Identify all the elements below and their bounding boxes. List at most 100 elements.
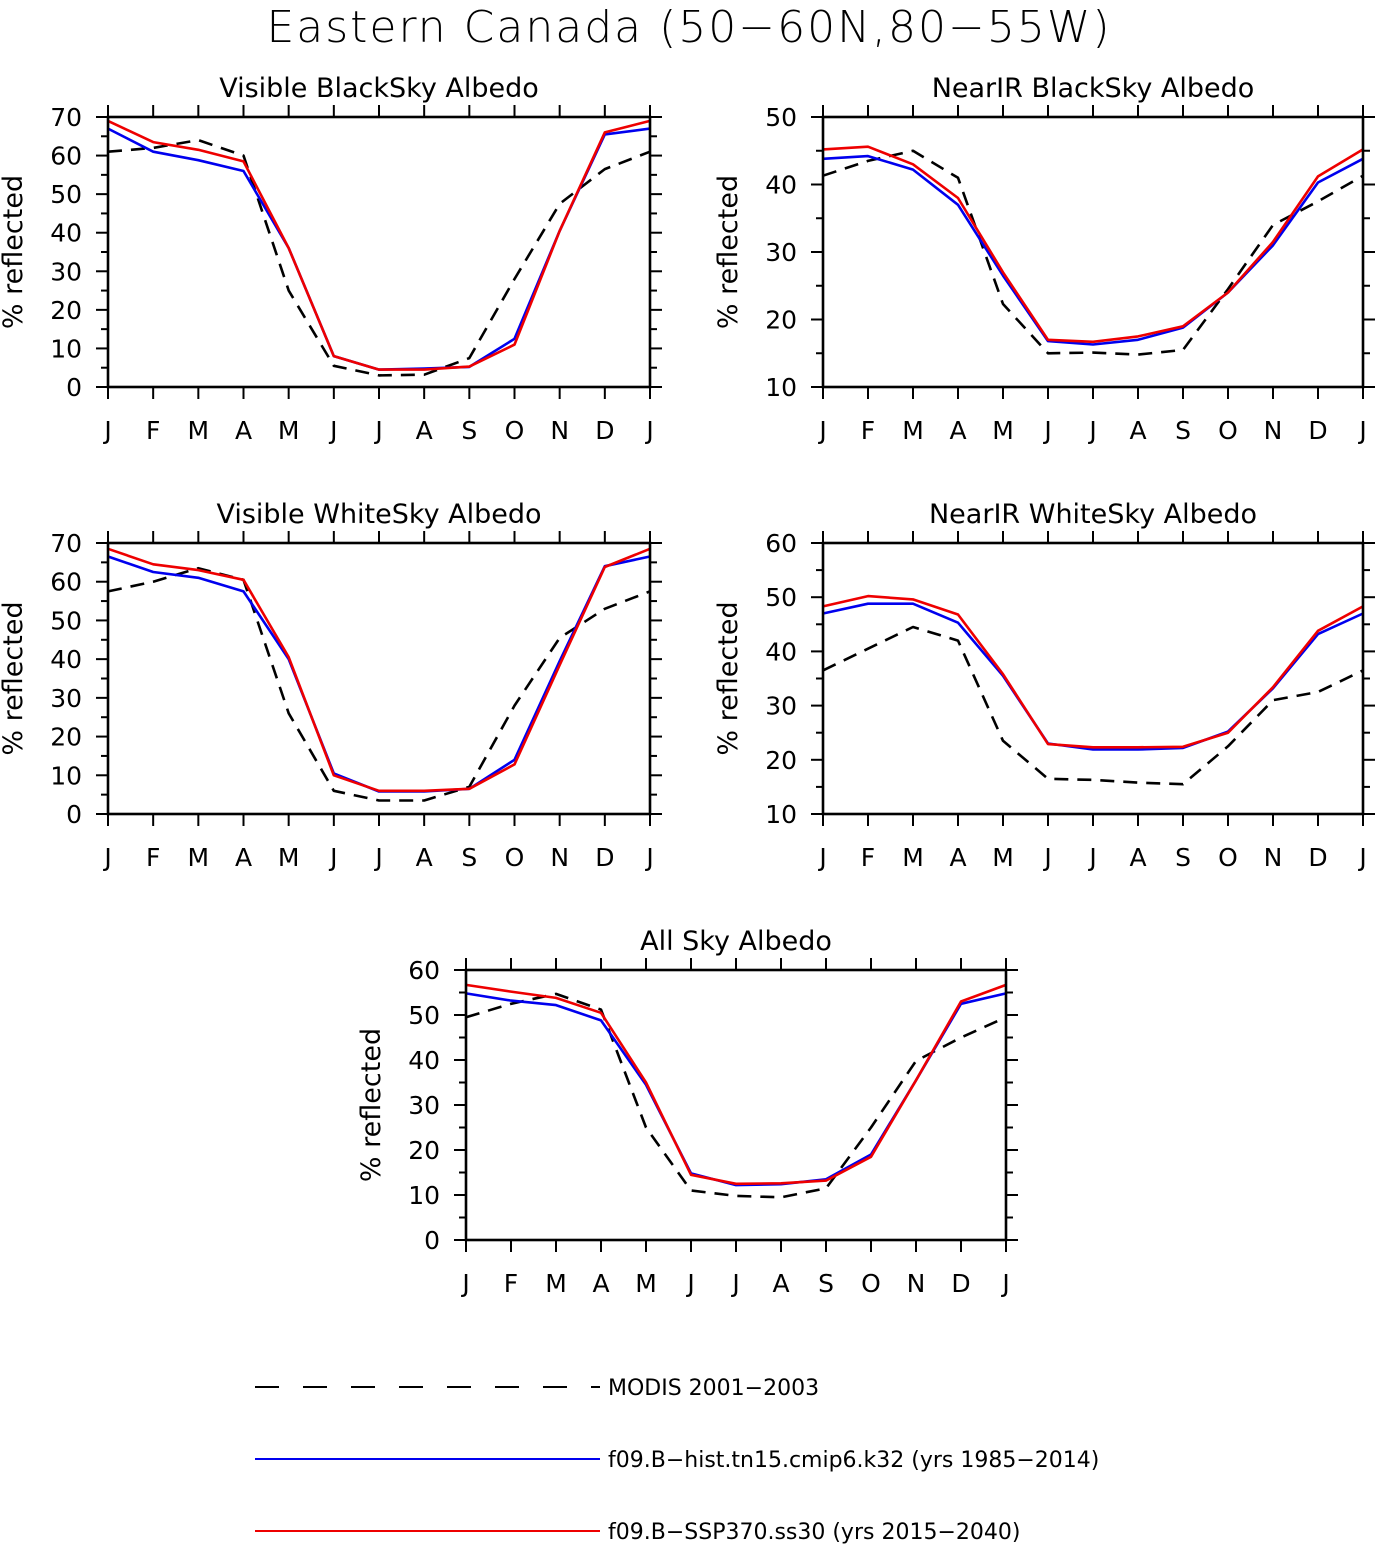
x-tick-label: A xyxy=(235,843,252,872)
main-title: Eastern Canada (50−60N,80−55W) xyxy=(266,2,1112,53)
x-tick-label: J xyxy=(644,416,653,445)
x-tick-label: N xyxy=(1264,843,1283,872)
x-tick-label: N xyxy=(550,843,569,872)
x-tick-label: M xyxy=(992,843,1014,872)
y-tick-label: 50 xyxy=(408,1001,440,1030)
x-tick-label: J xyxy=(1042,416,1051,445)
x-tick-label: J xyxy=(1087,843,1096,872)
x-tick-label: M xyxy=(278,843,300,872)
series-line-ssp xyxy=(107,547,651,793)
x-tick-label: S xyxy=(1175,843,1191,872)
chart-title: NearIR WhiteSky Albedo xyxy=(929,499,1257,530)
x-tick-label: F xyxy=(146,416,160,445)
plot-frame xyxy=(106,541,652,816)
x-tick-label: F xyxy=(861,843,875,872)
y-tick-label: 30 xyxy=(408,1091,440,1120)
x-tick-label: J xyxy=(460,1269,469,1298)
y-axis-label: % reflected xyxy=(0,175,29,329)
series-line-ssp xyxy=(465,983,1007,1186)
y-tick-label: 30 xyxy=(765,238,797,267)
legend-label-ssp: f09.B−SSP370.ss30 (yrs 2015−2040) xyxy=(608,1520,1020,1545)
y-tick-label: 60 xyxy=(50,142,82,171)
series-line-modis xyxy=(822,625,1364,786)
y-axis-label: % reflected xyxy=(356,1028,387,1182)
x-tick-label: J xyxy=(817,416,826,445)
x-tick-label: M xyxy=(902,843,924,872)
x-tick-label: J xyxy=(102,843,111,872)
x-tick-label: S xyxy=(1175,416,1191,445)
x-tick-label: M xyxy=(635,1269,657,1298)
x-tick-label: J xyxy=(373,843,382,872)
x-tick-label: J xyxy=(1042,843,1051,872)
plot-frame xyxy=(821,115,1365,389)
x-tick-label: O xyxy=(1218,843,1238,872)
x-tick-label: J xyxy=(1357,416,1366,445)
y-tick-label: 40 xyxy=(765,171,797,200)
series-line-modis xyxy=(107,138,651,377)
y-tick-label: 20 xyxy=(765,746,797,775)
y-tick-label: 70 xyxy=(50,529,82,558)
x-tick-label: J xyxy=(644,843,653,872)
x-tick-label: J xyxy=(102,416,111,445)
y-tick-label: 10 xyxy=(50,761,82,790)
x-tick-label: M xyxy=(902,416,924,445)
x-tick-label: D xyxy=(951,1269,970,1298)
chart-title: All Sky Albedo xyxy=(640,926,832,957)
x-tick-label: J xyxy=(328,416,337,445)
plot-frame xyxy=(821,541,1365,816)
y-tick-label: 10 xyxy=(50,334,82,363)
y-tick-label: 50 xyxy=(765,103,797,132)
x-tick-label: J xyxy=(730,1269,739,1298)
x-tick-label: D xyxy=(1308,843,1327,872)
x-tick-label: M xyxy=(278,416,300,445)
y-tick-label: 50 xyxy=(50,606,82,635)
y-tick-label: 60 xyxy=(765,529,797,558)
x-tick-label: A xyxy=(949,416,966,445)
y-tick-label: 50 xyxy=(765,583,797,612)
y-tick-label: 70 xyxy=(50,103,82,132)
x-tick-label: S xyxy=(461,843,477,872)
x-tick-label: S xyxy=(461,416,477,445)
x-tick-label: A xyxy=(592,1269,609,1298)
x-tick-label: F xyxy=(504,1269,518,1298)
x-tick-label: O xyxy=(861,1269,881,1298)
y-tick-label: 20 xyxy=(50,296,82,325)
x-tick-label: D xyxy=(595,843,614,872)
y-tick-label: 40 xyxy=(50,645,82,674)
x-tick-label: D xyxy=(1308,416,1327,445)
x-tick-label: J xyxy=(1357,843,1366,872)
y-tick-label: 40 xyxy=(408,1046,440,1075)
y-tick-label: 0 xyxy=(66,373,82,402)
x-tick-label: J xyxy=(817,843,826,872)
y-tick-label: 10 xyxy=(408,1181,440,1210)
x-tick-label: O xyxy=(1218,416,1238,445)
plot-frame xyxy=(106,115,652,389)
x-tick-label: M xyxy=(545,1269,567,1298)
series-line-ssp xyxy=(822,594,1364,749)
series-line-hist xyxy=(107,555,651,793)
x-tick-label: N xyxy=(1264,416,1283,445)
y-tick-label: 0 xyxy=(424,1226,440,1255)
y-axis-label: % reflected xyxy=(0,601,29,755)
x-tick-label: D xyxy=(595,416,614,445)
y-tick-label: 40 xyxy=(765,637,797,666)
y-tick-label: 30 xyxy=(765,692,797,721)
x-tick-label: M xyxy=(188,416,210,445)
series-line-modis xyxy=(107,566,651,802)
legend: MODIS 2001−2003 f09.B−hist.tn15.cmip6.k32… xyxy=(255,1376,1099,1545)
x-tick-label: A xyxy=(772,1269,789,1298)
series-line-ssp xyxy=(107,119,651,371)
x-tick-label: F xyxy=(861,416,875,445)
y-tick-label: 20 xyxy=(765,306,797,335)
x-tick-label: M xyxy=(188,843,210,872)
series-line-hist xyxy=(107,127,651,371)
x-tick-label: A xyxy=(949,843,966,872)
x-tick-label: M xyxy=(992,416,1014,445)
plot-frame xyxy=(464,968,1008,1242)
y-tick-label: 60 xyxy=(408,956,440,985)
x-tick-label: F xyxy=(146,843,160,872)
